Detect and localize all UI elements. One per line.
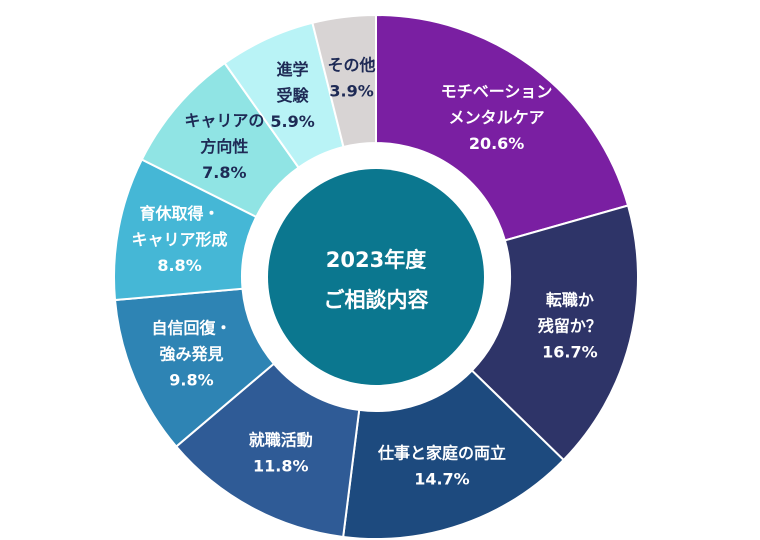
slice-name-8-0: その他	[328, 55, 376, 74]
slice-name-5-1: キャリア形成	[132, 230, 228, 249]
slice-name-2-0: 仕事と家庭の両立	[377, 443, 506, 462]
slice-value-3: 11.8%	[253, 456, 309, 475]
slice-value-6: 7.8%	[202, 163, 246, 182]
slice-label-2: 仕事と家庭の両立 14.7%	[377, 443, 506, 488]
center-title-line-1: 2023年度	[326, 248, 426, 272]
slice-label-4: 自信回復・強み発見 9.8%	[151, 319, 231, 390]
slice-name-6-1: 方向性	[200, 137, 248, 156]
slice-1	[470, 204, 639, 462]
center-title-line-2: ご相談内容	[324, 288, 429, 312]
slice-name-5-0: 育休取得・	[140, 204, 220, 223]
slice-value-5: 8.8%	[157, 256, 201, 275]
slice-label-7: 進学受験 5.9%	[270, 60, 314, 131]
slice-name-6-0: キャリアの	[184, 111, 264, 130]
slice-value-1: 16.7%	[542, 343, 598, 362]
slices-group	[113, 13, 639, 540]
labels-group: モチベーションメンタルケア 20.6% 転職か残留か？ 16.7% 仕事と家庭の両立 14…	[132, 55, 602, 488]
slice-name-1-0: 転職か	[546, 291, 594, 310]
slice-label-5: 育休取得・キャリア形成 8.8%	[132, 204, 228, 275]
slice-label-8: その他 3.9%	[328, 55, 376, 100]
slice-value-8: 3.9%	[329, 81, 373, 100]
slice-name-1-1: 残留か？	[538, 317, 602, 336]
slice-value-0: 20.6%	[469, 134, 525, 153]
center-disc	[268, 169, 484, 385]
slice-name-7-0: 進学	[277, 60, 309, 79]
slice-name-3-0: 就職活動	[249, 430, 313, 449]
slice-value-2: 14.7%	[414, 469, 470, 488]
slice-label-1: 転職か残留か？ 16.7%	[538, 291, 602, 362]
slice-name-0-0: モチベーション	[441, 82, 553, 101]
slice-label-6: キャリアの方向性 7.8%	[184, 111, 264, 182]
slice-value-4: 9.8%	[169, 371, 213, 390]
slice-name-4-0: 自信回復・	[151, 319, 231, 338]
slice-label-0: モチベーションメンタルケア 20.6%	[441, 82, 553, 153]
slice-value-7: 5.9%	[270, 112, 314, 131]
slice-label-3: 就職活動 11.8%	[249, 430, 313, 475]
slice-name-0-1: メンタルケア	[449, 108, 545, 127]
slice-name-7-1: 受験	[277, 86, 310, 105]
slice-name-4-1: 強み発見	[159, 345, 223, 364]
